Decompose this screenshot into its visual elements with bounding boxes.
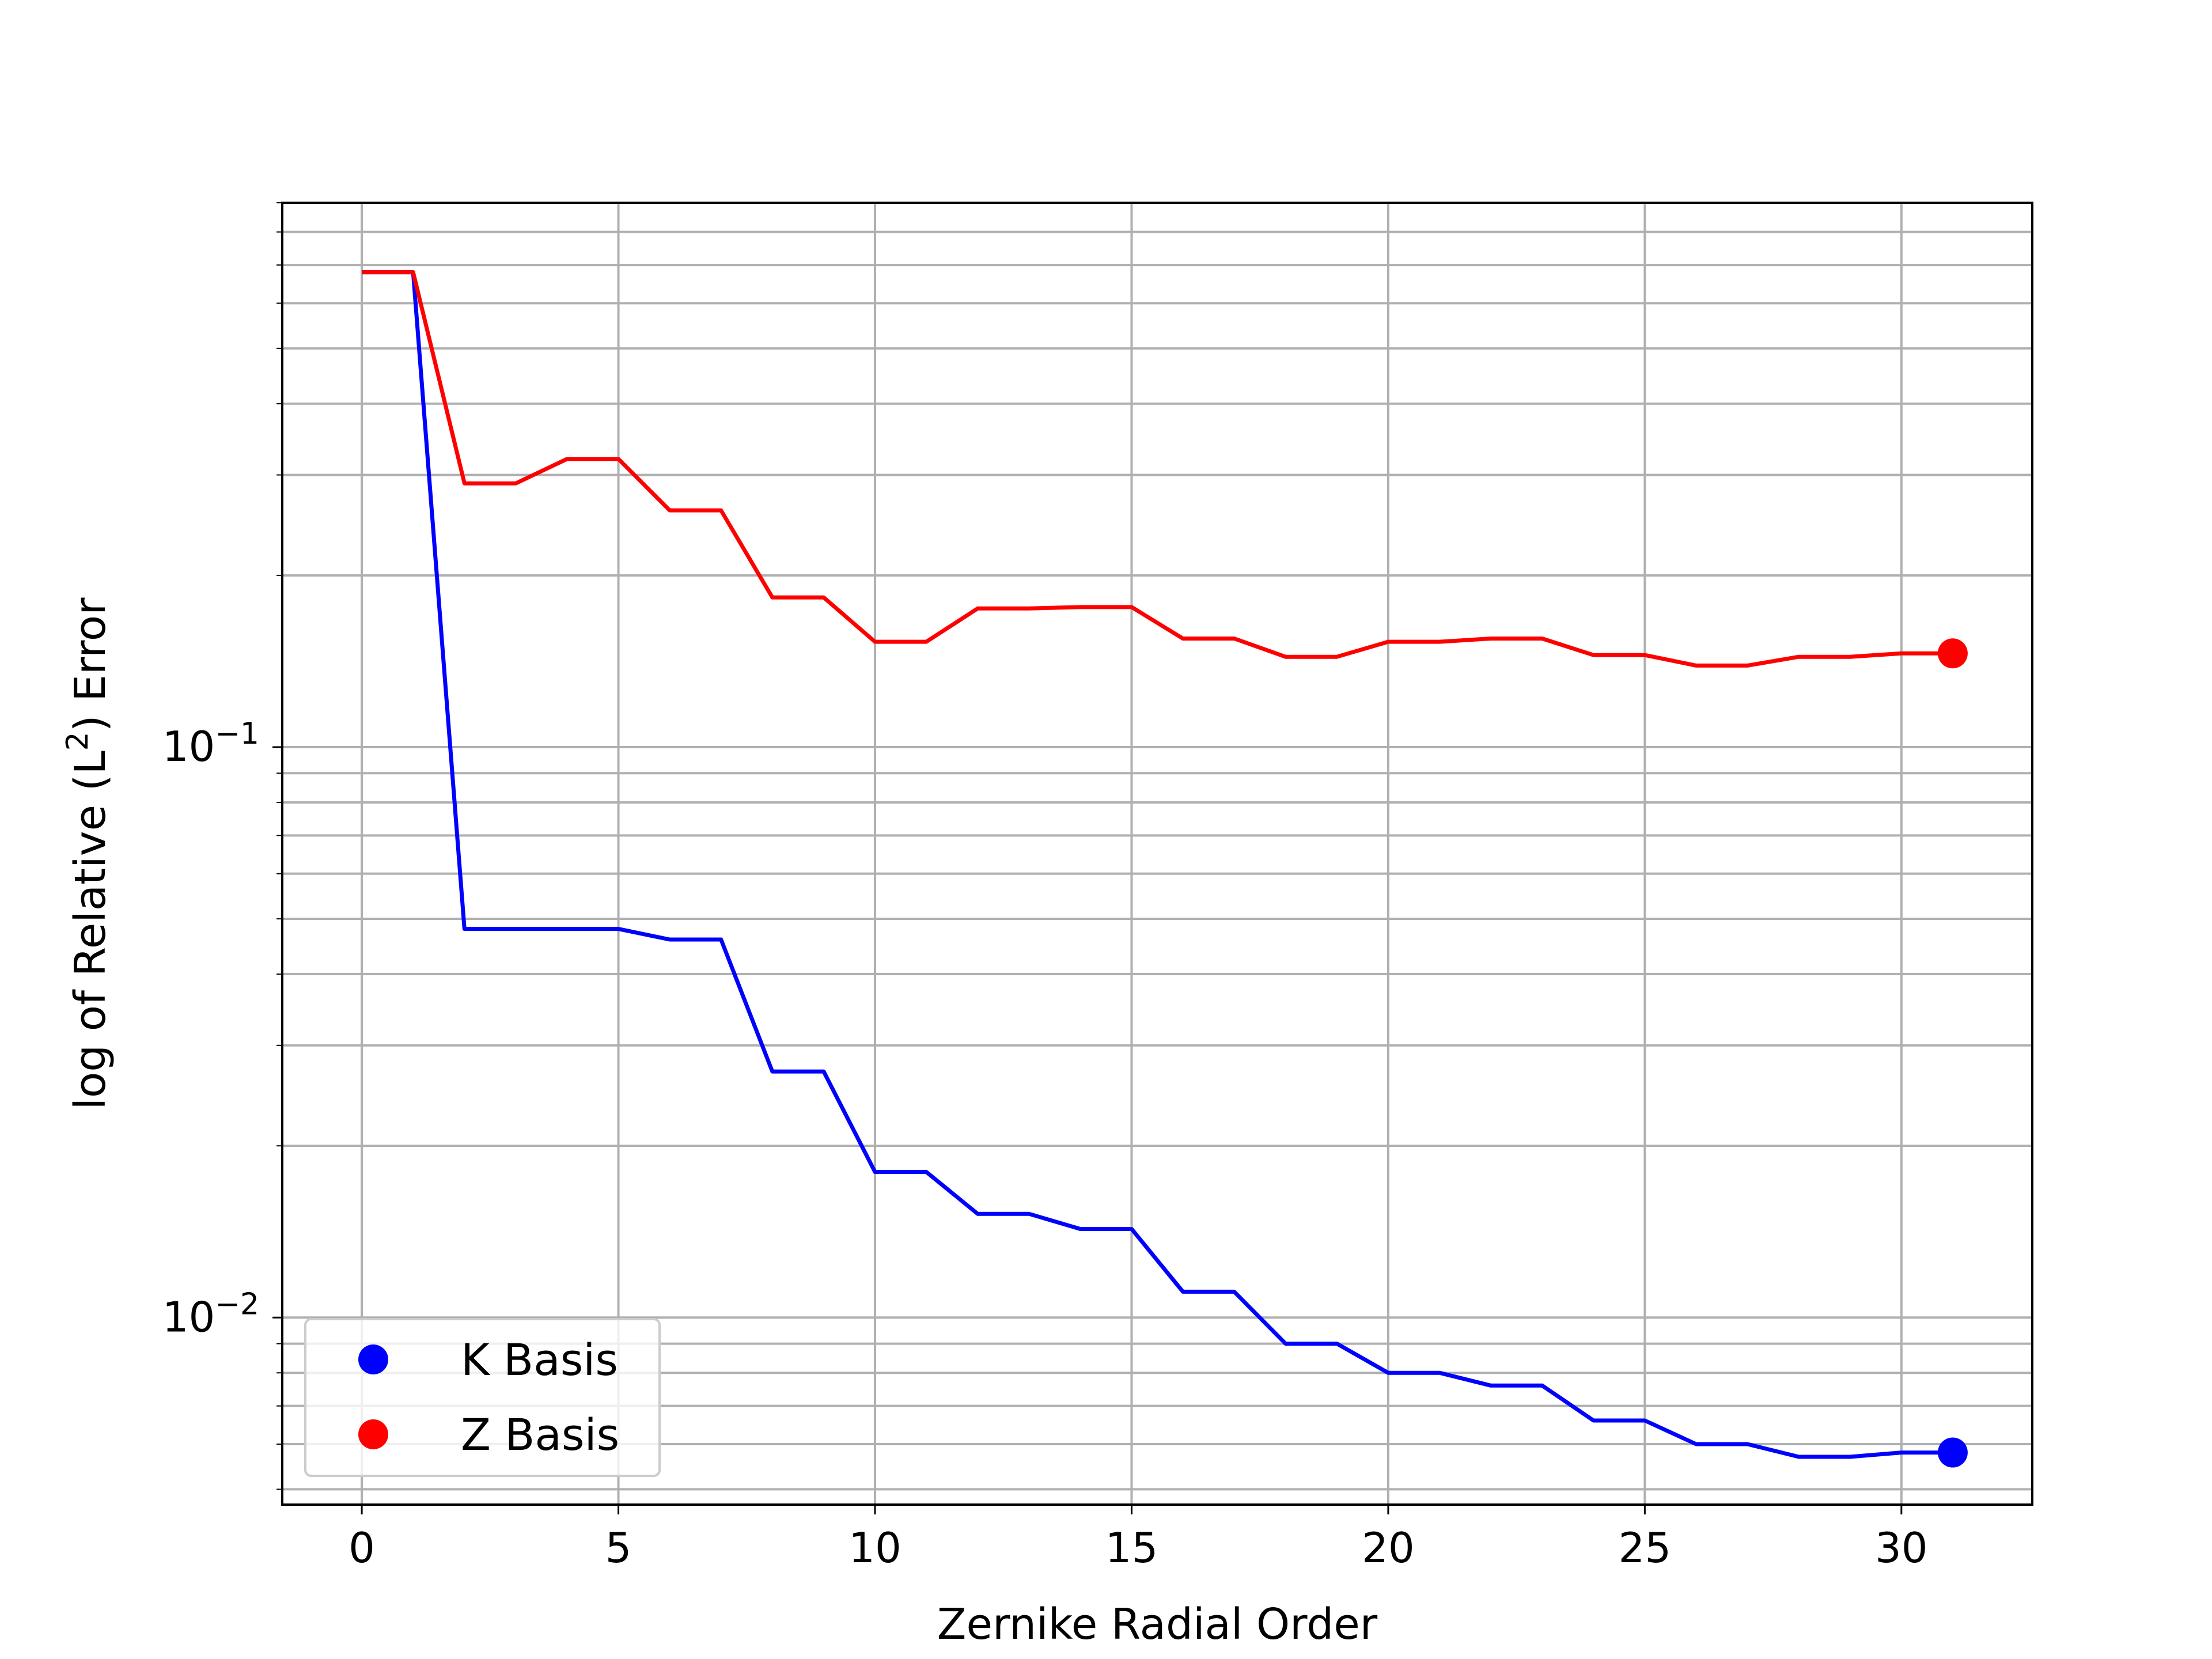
series-end-marker-1 (1937, 638, 1968, 669)
legend-label-k-basis: K Basis (461, 1334, 618, 1385)
y-tick-label-base: 10 (162, 722, 215, 771)
x-tick-label: 30 (1875, 1524, 1928, 1572)
legend-label-z-basis: Z Basis (461, 1409, 619, 1460)
x-tick-label: 25 (1619, 1524, 1672, 1572)
y-tick-label-exponent: −2 (215, 1287, 259, 1321)
x-tick-label: 10 (849, 1524, 902, 1572)
series-line-0 (362, 270, 1953, 1459)
legend-marker-k-basis (358, 1344, 388, 1374)
y-axis-label: log of Relative (L2) Error (60, 597, 115, 1110)
y-axis-label-before: log of Relative (L (66, 751, 115, 1109)
y-tick-label-base: 10 (162, 1293, 215, 1341)
x-tick-label: 0 (349, 1524, 375, 1572)
x-tick-label: 15 (1105, 1524, 1158, 1572)
series-line-1 (362, 270, 1953, 668)
grid-lines (282, 202, 2032, 1505)
y-axis-label-sup: 2 (60, 732, 95, 751)
plot-frame (281, 202, 2033, 1506)
y-tick-label-exponent: −1 (215, 717, 259, 751)
y-tick-label: 10−2 (162, 1287, 259, 1341)
legend: K Basis Z Basis (304, 1318, 661, 1477)
series-end-marker-0 (1937, 1437, 1968, 1468)
legend-marker-z-basis (358, 1419, 388, 1449)
series-lines (362, 270, 1968, 1468)
x-axis-label: Zernike Radial Order (937, 1600, 1378, 1649)
x-tick-label: 5 (605, 1524, 632, 1572)
y-axis-label-after: ) Error (66, 597, 115, 732)
x-tick-label: 20 (1362, 1524, 1415, 1572)
legend-box (304, 1318, 661, 1477)
y-tick-label: 10−1 (162, 717, 259, 771)
